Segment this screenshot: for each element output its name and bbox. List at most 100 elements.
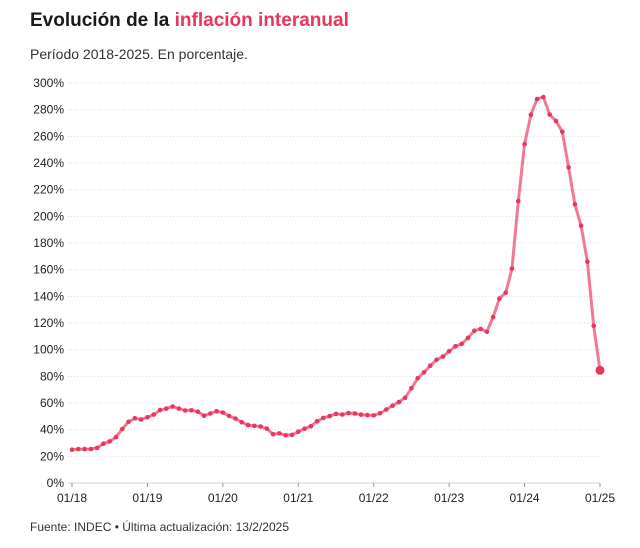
y-tick-label: 240%	[33, 156, 64, 170]
data-point	[145, 415, 150, 420]
data-point	[472, 328, 477, 334]
y-tick-label: 260%	[33, 129, 64, 143]
data-point	[390, 403, 395, 409]
data-point	[101, 441, 106, 447]
y-tick-label: 40%	[40, 423, 64, 437]
y-tick-label: 20%	[40, 449, 64, 463]
data-point	[396, 399, 402, 405]
y-tick-label: 180%	[33, 236, 64, 250]
data-point	[252, 423, 257, 429]
data-point-last	[595, 365, 605, 375]
data-point	[478, 326, 483, 332]
data-point	[201, 413, 207, 419]
data-point	[365, 412, 370, 418]
y-tick-label: 220%	[33, 183, 64, 197]
data-point	[572, 202, 578, 207]
data-point	[434, 357, 439, 363]
x-tick-label: 01/21	[283, 491, 313, 505]
data-point	[151, 412, 156, 417]
chart-title: Evolución de la inflación interanual	[30, 10, 349, 32]
data-point	[113, 434, 119, 440]
data-point	[126, 419, 131, 425]
data-point	[283, 433, 289, 438]
chart-title-highlight: inflación interanual	[174, 10, 349, 31]
data-point	[352, 411, 358, 416]
data-point	[189, 408, 194, 413]
data-point	[585, 259, 590, 265]
data-point	[302, 426, 307, 432]
y-tick-label: 300%	[33, 76, 64, 90]
x-tick-label: 01/22	[359, 491, 389, 505]
data-point	[195, 409, 200, 415]
data-point	[415, 376, 421, 381]
data-point	[289, 432, 295, 438]
x-tick-label: 01/18	[57, 491, 87, 505]
x-tick-label: 01/23	[434, 491, 464, 505]
data-point	[346, 410, 351, 416]
data-point	[157, 407, 163, 413]
data-point	[409, 386, 414, 391]
data-point	[497, 296, 502, 301]
y-tick-label: 280%	[33, 103, 64, 117]
x-tick-label: 01/20	[208, 491, 238, 505]
data-point	[459, 341, 465, 347]
data-point	[503, 290, 509, 296]
y-tick-label: 200%	[33, 209, 64, 223]
data-point	[314, 419, 320, 424]
data-point	[509, 266, 515, 271]
data-point	[138, 417, 144, 422]
data-point	[164, 406, 169, 411]
data-point	[578, 223, 584, 228]
data-point	[377, 411, 383, 416]
data-point	[94, 445, 100, 451]
series-line	[70, 95, 602, 452]
y-tick-label: 60%	[40, 396, 64, 410]
data-point	[490, 314, 496, 320]
data-point	[371, 413, 377, 418]
data-point	[264, 426, 270, 432]
y-tick-label: 100%	[33, 343, 64, 357]
data-point	[428, 363, 433, 369]
y-tick-label: 140%	[33, 289, 64, 303]
data-point	[534, 96, 540, 102]
data-point	[321, 415, 326, 421]
data-point	[208, 411, 213, 416]
data-point	[358, 412, 364, 418]
data-point	[245, 422, 251, 428]
data-point	[226, 413, 232, 419]
data-point	[384, 407, 389, 412]
data-point	[566, 165, 571, 170]
data-point	[522, 141, 527, 147]
data-point	[270, 431, 276, 437]
y-tick-label: 0%	[47, 476, 65, 490]
data-point	[296, 429, 301, 435]
data-point	[220, 410, 226, 415]
data-point	[340, 412, 345, 417]
y-tick-label: 120%	[33, 316, 64, 330]
data-point	[132, 416, 138, 421]
x-tick-label: 01/24	[510, 491, 540, 505]
x-tick-label: 01/25	[585, 491, 615, 505]
data-point	[277, 431, 282, 436]
data-point	[233, 416, 238, 421]
data-point	[69, 447, 75, 453]
data-point	[82, 446, 87, 452]
data-point	[333, 411, 339, 417]
x-tick-label: 01/19	[132, 491, 162, 505]
data-point	[553, 118, 559, 124]
data-point	[465, 335, 471, 341]
data-point	[528, 112, 534, 117]
data-point	[484, 329, 490, 335]
data-point	[547, 112, 552, 117]
data-point	[402, 395, 408, 401]
data-point	[120, 426, 125, 432]
data-point	[170, 404, 175, 409]
data-point	[516, 198, 521, 204]
chart-subtitle: Período 2018-2025. En porcentaje.	[30, 46, 248, 62]
data-point	[327, 413, 333, 419]
source-note: Fuente: INDEC • Última actualización: 13…	[30, 520, 289, 534]
data-point	[76, 446, 81, 452]
data-point	[258, 424, 263, 429]
data-point	[214, 409, 219, 414]
